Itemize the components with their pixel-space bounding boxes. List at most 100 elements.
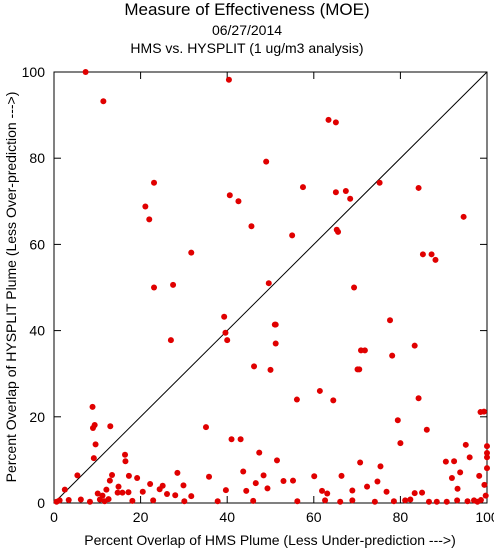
scatter-point	[61, 486, 68, 493]
plot-frame	[53, 71, 488, 504]
scatter-point	[397, 440, 404, 447]
scatter-point	[376, 179, 383, 186]
y-tick-label: 80	[29, 150, 45, 166]
scatter-point	[101, 498, 108, 505]
scatter-point	[89, 403, 96, 410]
scatter-point	[347, 195, 354, 202]
scatter-point	[349, 497, 356, 504]
scatter-point	[338, 472, 345, 479]
scatter-point	[476, 472, 483, 479]
scatter-point	[464, 498, 471, 505]
scatter-point	[273, 457, 280, 464]
scatter-point	[134, 475, 141, 482]
scatter-point	[237, 436, 244, 443]
scatter-point	[77, 496, 84, 503]
scatter-point	[107, 423, 114, 430]
scatter-point	[122, 451, 129, 458]
scatter-point	[357, 459, 364, 466]
scatter-point	[432, 256, 439, 263]
scatter-point	[260, 472, 267, 479]
scatter-point	[299, 184, 306, 191]
scatter-point	[443, 498, 450, 505]
scatter-point	[428, 251, 435, 258]
axis-ticks	[53, 71, 488, 504]
scatter-point	[225, 76, 232, 83]
scatter-point	[454, 485, 461, 492]
scatter-point	[451, 458, 458, 465]
scatter-point	[180, 482, 187, 489]
scatter-point	[94, 490, 101, 497]
x-tick-label: 20	[133, 509, 149, 525]
scatter-point	[477, 496, 484, 503]
scatter-point	[222, 487, 229, 494]
chart-title: Measure of Effectiveness (MOE)	[124, 0, 370, 19]
scatter-point	[164, 490, 171, 497]
scatter-point	[272, 321, 279, 328]
scatter-point	[129, 497, 136, 504]
scatter-point	[383, 488, 390, 495]
scatter-point	[202, 424, 209, 431]
scatter-point	[407, 496, 414, 503]
scatter-point	[415, 184, 422, 191]
scatter-point	[289, 232, 296, 239]
scatter-point	[264, 485, 271, 492]
scatter-point	[147, 481, 154, 488]
scatter-point	[159, 482, 166, 489]
scatter-point	[267, 366, 274, 373]
scatter-point	[226, 192, 233, 199]
scatter-point	[240, 468, 247, 475]
scatter-point	[115, 483, 122, 490]
scatter-point	[139, 488, 146, 495]
scatter-point	[480, 408, 487, 415]
scatter-point	[335, 228, 342, 235]
scatter-point	[294, 498, 301, 505]
scatter-point	[349, 487, 356, 494]
scatter-point	[167, 337, 174, 344]
scatter-point	[442, 458, 449, 465]
scatter-point	[206, 473, 213, 480]
scatter-point	[151, 284, 158, 291]
x-tick-label: 100	[475, 509, 494, 525]
scatter-point	[342, 187, 349, 194]
diagonal-reference-line	[53, 71, 488, 504]
scatter-point	[228, 436, 235, 443]
scatter-point	[106, 477, 113, 484]
scatter-point	[90, 455, 97, 462]
scatter-point	[91, 421, 98, 428]
scatter-point	[109, 471, 116, 478]
scatter-point	[174, 469, 181, 476]
scatter-point	[324, 490, 331, 497]
scatter-point	[151, 179, 158, 186]
y-tick-label: 0	[37, 495, 45, 511]
scatter-point	[466, 454, 473, 461]
scatter-point	[272, 340, 279, 347]
scatter-point	[188, 493, 195, 500]
scatter-point	[322, 497, 329, 504]
scatter-point	[482, 492, 489, 499]
scatter-point	[56, 497, 63, 504]
scatter-point	[251, 363, 258, 370]
scatter-point	[332, 119, 339, 126]
scatter-point	[256, 449, 263, 456]
scatter-point	[457, 469, 464, 476]
scatter-point	[419, 251, 426, 258]
scatter-point	[290, 477, 297, 484]
x-tick-label: 80	[393, 509, 409, 525]
scatter-point	[319, 487, 326, 494]
scatter-point	[252, 480, 259, 487]
scatter-point	[454, 497, 461, 504]
scatter-point	[96, 496, 103, 503]
scatter-point	[387, 317, 394, 324]
scatter-point	[181, 498, 188, 505]
scatter-point	[332, 189, 339, 196]
scatter-point	[484, 454, 490, 461]
scatter-point	[484, 443, 490, 450]
scatter-point	[411, 342, 418, 349]
scatter-point	[65, 496, 72, 503]
scatter-point	[82, 69, 89, 75]
scatter-point	[122, 458, 129, 465]
scatter-point	[243, 487, 250, 494]
scatter-point	[188, 249, 195, 256]
scatter-point	[74, 472, 81, 479]
